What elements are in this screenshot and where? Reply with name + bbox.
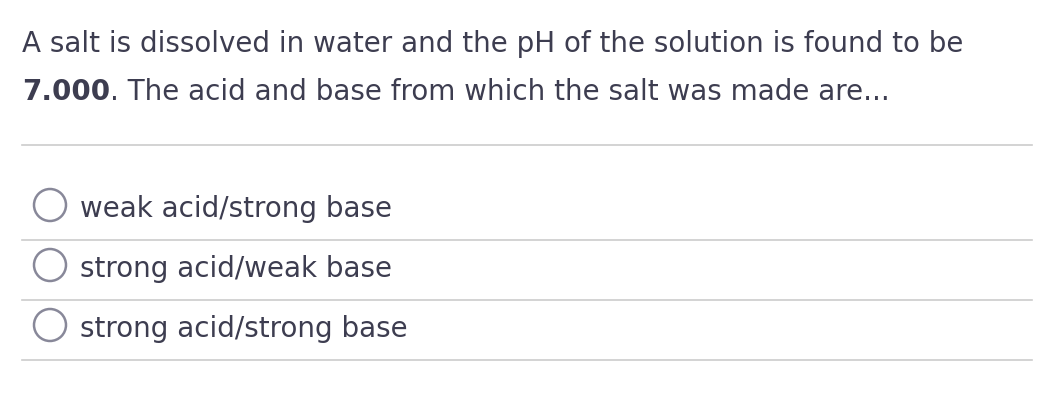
Text: A salt is dissolved in water and the pH of the solution is found to be: A salt is dissolved in water and the pH … xyxy=(22,30,963,58)
Text: strong acid/strong base: strong acid/strong base xyxy=(80,315,408,343)
Text: . The acid and base from which the salt was made are...: . The acid and base from which the salt … xyxy=(110,78,890,106)
Text: strong acid/weak base: strong acid/weak base xyxy=(80,255,392,283)
Text: weak acid/strong base: weak acid/strong base xyxy=(80,195,392,223)
Text: 7.000: 7.000 xyxy=(22,78,110,106)
